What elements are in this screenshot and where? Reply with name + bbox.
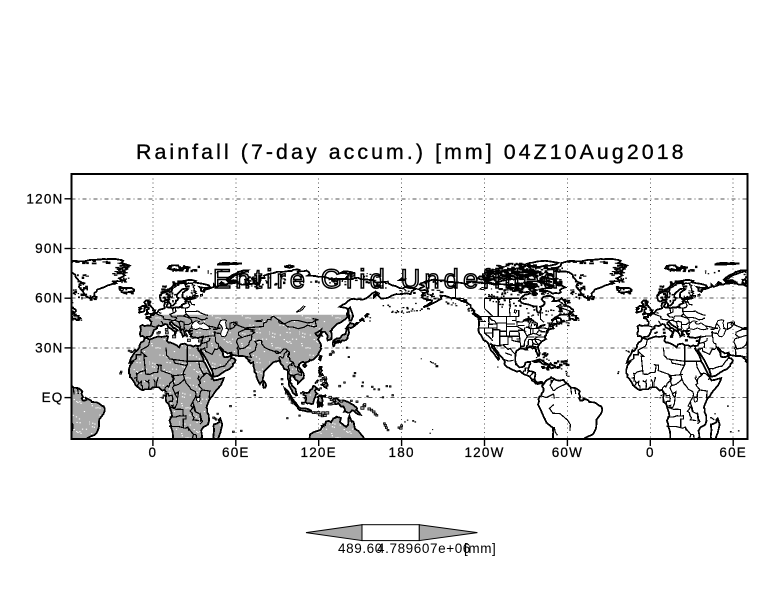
svg-text:120N: 120N (26, 191, 63, 206)
svg-text:0: 0 (149, 445, 158, 460)
svg-text:60E: 60E (719, 445, 747, 460)
svg-text:[mm]: [mm] (464, 541, 496, 556)
svg-text:30N: 30N (35, 340, 63, 355)
svg-text:0: 0 (646, 445, 655, 460)
svg-text:Rainfall (7-day accum.) [mm] 0: Rainfall (7-day accum.) [mm] 04Z10Aug201… (136, 140, 685, 164)
svg-text:60N: 60N (35, 291, 63, 306)
svg-text:90N: 90N (35, 241, 63, 256)
svg-text:EQ: EQ (42, 390, 64, 405)
svg-text:60W: 60W (552, 445, 583, 460)
svg-text:120W: 120W (464, 445, 504, 460)
svg-text:4.789607e+06: 4.789607e+06 (377, 541, 471, 556)
svg-text:120E: 120E (301, 445, 337, 460)
svg-text:180: 180 (389, 445, 415, 460)
svg-text:60E: 60E (222, 445, 250, 460)
svg-text:489.60: 489.60 (338, 541, 383, 556)
